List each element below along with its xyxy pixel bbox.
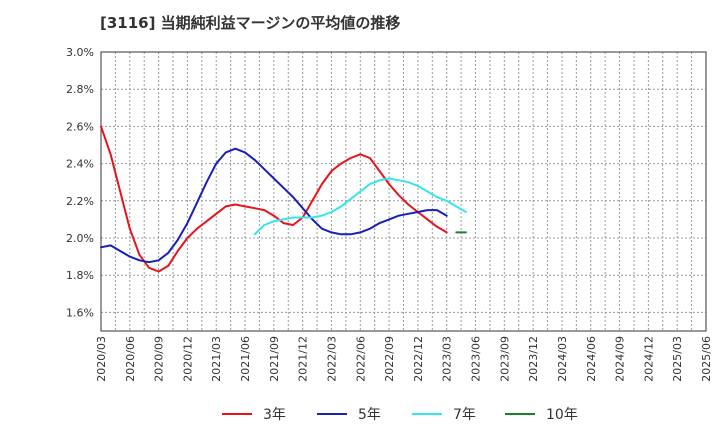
legend-item-2: 5年 [317, 407, 381, 423]
chart-title: [3116] 当期純利益マージンの平均値の推移 [100, 14, 400, 32]
legend-item-3: 7年 [412, 407, 476, 423]
x-tick-label: 2022/06 [354, 336, 367, 382]
series-line-2 [100, 147, 448, 264]
x-tick-label: 2024/06 [585, 336, 598, 382]
x-tick-label: 2021/12 [297, 336, 310, 382]
x-tick-label: 2022/09 [383, 336, 396, 382]
y-tick-label: 2.8% [66, 83, 94, 96]
x-axis: 2020/03 2020/06 2020/09 2020/12 2021/03 2021/… [95, 336, 713, 382]
x-tick-label: 2023/09 [498, 336, 511, 382]
legend-label: 3年 [263, 407, 286, 423]
y-tick-label: 3.0% [66, 46, 94, 59]
x-tick-label: 2023/06 [470, 336, 483, 382]
y-tick-label: 2.6% [66, 120, 94, 133]
series-line-3 [253, 177, 467, 236]
legend-item-4: 10年 [505, 407, 578, 423]
legend-label: 10年 [546, 407, 578, 423]
series-lines [100, 125, 467, 273]
x-tick-label: 2025/03 [671, 336, 684, 382]
x-tick-label: 2022/03 [325, 336, 338, 382]
x-tick-label: 2020/12 [181, 336, 194, 382]
legend: 3年 5年 7年 10年 [222, 407, 578, 423]
y-tick-label: 2.0% [66, 232, 94, 245]
x-tick-label: 2024/12 [642, 336, 655, 382]
x-tick-label: 2024/03 [556, 336, 569, 382]
x-tick-label: 2025/06 [700, 336, 713, 382]
y-tick-label: 2.4% [66, 158, 94, 171]
series-line-1 [100, 125, 448, 273]
y-axis: 1.6% 1.8% 2.0% 2.2% 2.4% 2.6% 2.8% 3.0% [66, 46, 94, 319]
legend-label: 7年 [453, 407, 476, 423]
y-tick-label: 1.8% [66, 269, 94, 282]
x-tick-label: 2023/12 [527, 336, 540, 382]
x-tick-label: 2020/06 [124, 336, 137, 382]
x-tick-label: 2020/03 [95, 336, 108, 382]
x-tick-label: 2021/06 [239, 336, 252, 382]
legend-label: 5年 [358, 407, 381, 423]
grid [101, 51, 706, 331]
x-tick-label: 2024/09 [614, 336, 627, 382]
x-tick-label: 2021/03 [210, 336, 223, 382]
x-tick-label: 2020/09 [153, 336, 166, 382]
y-tick-label: 2.2% [66, 195, 94, 208]
plot-area [100, 51, 707, 332]
x-tick-label: 2023/03 [441, 336, 454, 382]
y-tick-label: 1.6% [66, 306, 94, 319]
x-tick-label: 2021/09 [268, 336, 281, 382]
x-tick-label: 2022/12 [412, 336, 425, 382]
legend-item-1: 3年 [222, 407, 286, 423]
